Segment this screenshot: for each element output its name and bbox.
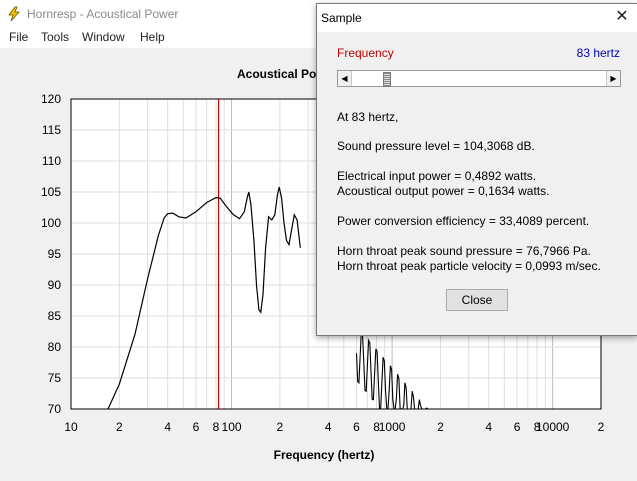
frequency-slider[interactable]: ◀ ▶ (337, 70, 621, 87)
frequency-value: 83 hertz (576, 46, 620, 60)
scroll-left-arrow-icon[interactable]: ◀ (338, 71, 352, 86)
x-tick-label: 2 (277, 420, 284, 434)
info-at-frequency: At 83 hertz, (337, 110, 399, 124)
info-throat-velocity: Horn throat peak particle velocity = 0,0… (337, 259, 601, 273)
slider-thumb[interactable] (383, 72, 391, 87)
frequency-label: Frequency (337, 46, 394, 60)
dialog-title: Sample (321, 11, 362, 25)
x-tick-label: 4 (485, 420, 492, 434)
menu-tools[interactable]: Tools (41, 30, 70, 44)
info-acoustical-power: Acoustical output power = 0,1634 watts. (337, 184, 550, 198)
y-tick-label: 105 (41, 185, 61, 199)
y-tick-label: 70 (48, 402, 62, 416)
x-tick-label: 10000 (536, 420, 570, 434)
x-tick-label: 8 (373, 420, 380, 434)
x-tick-label: 6 (353, 420, 360, 434)
y-tick-label: 75 (48, 371, 62, 385)
x-tick-label: 10 (64, 420, 78, 434)
response-curve-ripple (355, 330, 430, 410)
lightning-icon (8, 6, 20, 22)
close-button[interactable]: Close (446, 289, 508, 311)
x-tick-label: 8 (213, 420, 220, 434)
close-icon[interactable]: ✕ (615, 8, 629, 25)
y-tick-label: 115 (42, 123, 61, 137)
sample-dialog: Sample ✕ Frequency 83 hertz ◀ ▶ At 83 he… (316, 3, 637, 336)
menu-help[interactable]: Help (140, 30, 165, 44)
info-throat-pressure: Horn throat peak sound pressure = 76,796… (337, 244, 591, 258)
info-spl: Sound pressure level = 104,3068 dB. (337, 139, 535, 153)
menu-window[interactable]: Window (82, 30, 125, 44)
x-tick-label: 2 (598, 420, 605, 434)
slider-track[interactable] (352, 71, 606, 87)
response-curve (107, 186, 301, 410)
x-tick-label: 6 (514, 420, 521, 434)
x-tick-label: 4 (164, 420, 171, 434)
y-tick-label: 110 (42, 154, 61, 168)
y-tick-label: 90 (48, 278, 62, 292)
x-axis-label: Frequency (hertz) (274, 448, 375, 462)
x-tick-label: 2 (437, 420, 444, 434)
info-electrical-power: Electrical input power = 0,4892 watts. (337, 169, 537, 183)
x-tick-label: 1000 (379, 420, 406, 434)
x-tick-label: 100 (222, 420, 242, 434)
y-tick-label: 120 (41, 92, 61, 106)
y-tick-label: 80 (48, 340, 62, 354)
scroll-right-arrow-icon[interactable]: ▶ (606, 71, 620, 86)
y-tick-label: 100 (41, 216, 61, 230)
y-tick-label: 95 (48, 247, 62, 261)
x-tick-label: 4 (325, 420, 332, 434)
window-title: Hornresp - Acoustical Power (27, 7, 179, 21)
x-tick-label: 2 (116, 420, 123, 434)
dialog-title-bar: Sample ✕ (317, 4, 637, 32)
menu-file[interactable]: File (9, 30, 29, 44)
x-tick-label: 8 (534, 420, 541, 434)
info-efficiency: Power conversion efficiency = 33,4089 pe… (337, 214, 590, 228)
y-tick-label: 85 (48, 309, 62, 323)
x-tick-label: 6 (193, 420, 200, 434)
chart-title: Acoustical Po (237, 67, 316, 81)
